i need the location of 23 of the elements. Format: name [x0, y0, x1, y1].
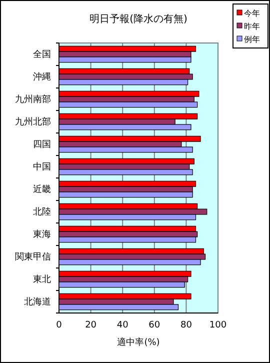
y-tick-label: 北海道 [24, 296, 51, 308]
y-tick-label: 関東甲信 [15, 252, 51, 263]
y-tick-label: 東北 [33, 274, 51, 286]
y-tick-label: 沖縄 [33, 72, 51, 83]
y-tick-label: 全国 [33, 49, 51, 60]
y-tick-label: 九州北部 [15, 116, 51, 128]
y-tick-label: 四国 [33, 140, 51, 150]
y-tick-label: 近畿 [33, 184, 51, 196]
x-tick-label: 0 [56, 320, 62, 330]
y-tick-label: 北陸 [33, 206, 51, 218]
legend-label: 例年 [244, 35, 260, 44]
x-tick-label: 60 [148, 320, 160, 330]
x-tick-label: 20 [85, 320, 97, 330]
chart-title: 明日予報(降水の有無) [90, 13, 188, 25]
x-tick-label: 100 [209, 320, 227, 330]
x-tick-label: 80 [180, 320, 192, 330]
legend-label: 今年 [244, 9, 260, 18]
y-tick-label: 東海 [33, 229, 51, 240]
legend-label: 昨年 [244, 22, 260, 31]
y-tick-label: 九州南部 [15, 94, 51, 106]
y-tick-label: 中国 [33, 162, 51, 173]
x-tick-label: 40 [116, 320, 129, 330]
x-axis-title: 適中率(%) [117, 337, 160, 348]
